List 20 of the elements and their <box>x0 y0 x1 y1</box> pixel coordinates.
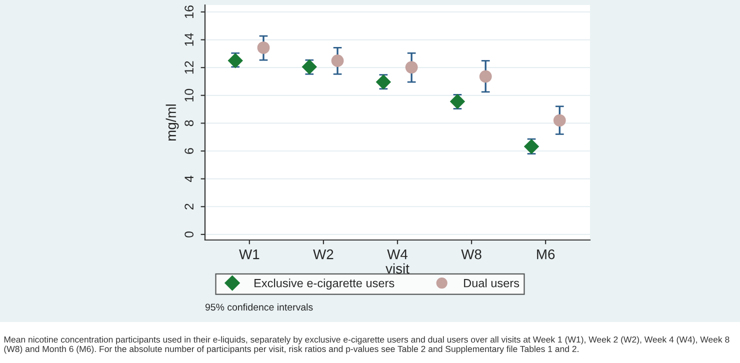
x-tick-label: W8 <box>461 249 482 260</box>
y-tick-label: 16 <box>184 6 194 18</box>
y-tick-label: 12 <box>184 61 194 74</box>
y-tick-label: 8 <box>184 120 194 126</box>
legend-label: Dual users <box>464 278 520 288</box>
y-tick-label: 6 <box>184 148 194 154</box>
y-tick-label: 10 <box>184 88 194 102</box>
y-tick-label: 0 <box>184 231 194 238</box>
text: Mean nicotine concentration participants used in their e-liquids, separately by exclusive e-cigarette users and dual users over all visits at Week 1 (W1), Week 2 (W2), Week 4 (W4), Week 8 (W8) and Month 6 (M6). For the absolute number of participants per visit, risk ratios and p-values see Table 2 and Supplementary file Tables 1 and 2. <box>4 336 730 354</box>
x-tick-label: M6 <box>537 249 555 260</box>
x-tick-label: W4 <box>387 250 408 260</box>
text: 95% confidence intervals <box>205 303 313 311</box>
x-axis-title: visit <box>386 263 410 274</box>
y-tick-label: 14 <box>184 33 194 46</box>
y-tick-label: 2 <box>184 204 194 210</box>
y-axis-title: mg/ml <box>166 104 179 140</box>
x-tick-label: W1 <box>239 250 260 260</box>
x-tick-label: W2 <box>313 249 334 260</box>
y-tick-label: 4 <box>184 176 194 182</box>
legend-label: Exclusive e-cigarette users <box>254 278 394 290</box>
